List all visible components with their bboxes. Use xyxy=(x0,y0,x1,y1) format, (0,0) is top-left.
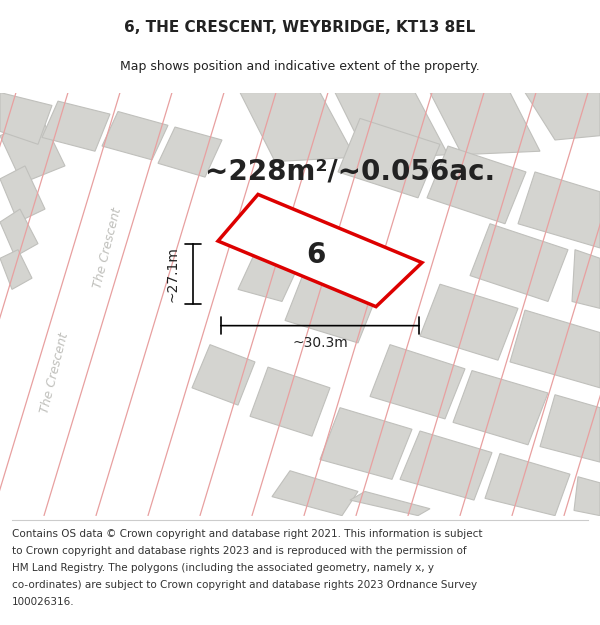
Text: The Crescent: The Crescent xyxy=(92,206,124,289)
Polygon shape xyxy=(285,269,378,343)
Polygon shape xyxy=(453,371,548,445)
Text: The Crescent: The Crescent xyxy=(38,331,71,415)
Polygon shape xyxy=(30,92,200,516)
Text: co-ordinates) are subject to Crown copyright and database rights 2023 Ordnance S: co-ordinates) are subject to Crown copyr… xyxy=(12,579,477,589)
Polygon shape xyxy=(430,92,540,154)
Polygon shape xyxy=(0,249,32,289)
Polygon shape xyxy=(0,209,38,257)
Polygon shape xyxy=(0,118,65,183)
Polygon shape xyxy=(240,92,355,162)
Text: HM Land Registry. The polygons (including the associated geometry, namely x, y: HM Land Registry. The polygons (includin… xyxy=(12,562,434,572)
Polygon shape xyxy=(420,284,518,360)
Polygon shape xyxy=(250,367,330,436)
Polygon shape xyxy=(427,146,526,224)
Polygon shape xyxy=(510,310,600,388)
Polygon shape xyxy=(218,194,422,307)
Text: 6: 6 xyxy=(307,241,326,269)
Polygon shape xyxy=(518,172,600,248)
Text: to Crown copyright and database rights 2023 and is reproduced with the permissio: to Crown copyright and database rights 2… xyxy=(12,546,467,556)
Polygon shape xyxy=(574,477,600,516)
Polygon shape xyxy=(190,92,330,516)
Polygon shape xyxy=(238,246,302,301)
Polygon shape xyxy=(320,408,412,479)
Polygon shape xyxy=(272,471,358,516)
Polygon shape xyxy=(335,92,448,159)
Polygon shape xyxy=(540,395,600,462)
Polygon shape xyxy=(0,166,45,222)
Text: ~30.3m: ~30.3m xyxy=(292,336,348,350)
Text: Contains OS data © Crown copyright and database right 2021. This information is : Contains OS data © Crown copyright and d… xyxy=(12,529,482,539)
Text: ~228m²/~0.056ac.: ~228m²/~0.056ac. xyxy=(205,158,495,186)
Polygon shape xyxy=(572,249,600,308)
Polygon shape xyxy=(400,431,492,500)
Text: ~27.1m: ~27.1m xyxy=(166,246,180,302)
Polygon shape xyxy=(470,224,568,301)
Polygon shape xyxy=(485,454,570,516)
Polygon shape xyxy=(338,118,440,198)
Text: Map shows position and indicative extent of the property.: Map shows position and indicative extent… xyxy=(120,60,480,73)
Polygon shape xyxy=(192,344,255,405)
Polygon shape xyxy=(525,92,600,140)
Text: 6, THE CRESCENT, WEYBRIDGE, KT13 8EL: 6, THE CRESCENT, WEYBRIDGE, KT13 8EL xyxy=(124,20,476,35)
Polygon shape xyxy=(102,111,168,160)
Polygon shape xyxy=(370,344,465,419)
Polygon shape xyxy=(0,92,52,144)
Polygon shape xyxy=(350,491,430,516)
Polygon shape xyxy=(158,127,222,177)
Text: 100026316.: 100026316. xyxy=(12,596,74,606)
Polygon shape xyxy=(42,101,110,151)
